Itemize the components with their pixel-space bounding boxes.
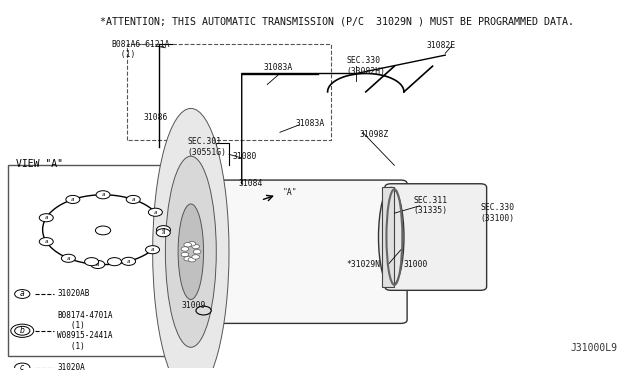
Circle shape (181, 247, 189, 251)
Text: b: b (20, 326, 25, 335)
Text: a: a (71, 197, 74, 202)
Text: 31082E: 31082E (426, 41, 456, 51)
Text: a: a (67, 256, 70, 261)
Circle shape (122, 257, 136, 265)
Text: a: a (154, 210, 157, 215)
Ellipse shape (153, 108, 229, 372)
Text: SEC.330
(33082H): SEC.330 (33082H) (347, 57, 386, 76)
Text: SEC.301
(30551G): SEC.301 (30551G) (188, 137, 227, 157)
Circle shape (184, 243, 191, 247)
Text: "A": "A" (283, 189, 298, 198)
Text: a: a (20, 289, 24, 298)
Circle shape (84, 258, 99, 266)
Circle shape (96, 191, 110, 199)
Circle shape (188, 257, 196, 262)
Text: *31029N: *31029N (347, 260, 381, 269)
Text: 31098Z: 31098Z (360, 129, 388, 139)
FancyBboxPatch shape (385, 184, 486, 290)
Text: a: a (45, 215, 48, 220)
Text: 31020A: 31020A (57, 363, 85, 372)
Text: a: a (161, 230, 165, 235)
Ellipse shape (378, 187, 404, 287)
Text: a: a (151, 247, 154, 252)
Circle shape (39, 214, 53, 222)
Text: 31083A: 31083A (296, 119, 325, 128)
Circle shape (181, 252, 189, 257)
Text: 31009: 31009 (181, 301, 205, 310)
Circle shape (188, 241, 196, 246)
Circle shape (196, 306, 211, 315)
Circle shape (15, 289, 30, 298)
Circle shape (61, 254, 76, 262)
Circle shape (66, 195, 80, 203)
Text: B08174-4701A
   (1)
W08915-2441A
   (1): B08174-4701A (1) W08915-2441A (1) (57, 311, 113, 351)
Text: SEC.311
(31335): SEC.311 (31335) (413, 196, 447, 215)
Text: SEC.330
(33100): SEC.330 (33100) (480, 203, 515, 223)
Text: a: a (132, 197, 135, 202)
Circle shape (11, 324, 34, 337)
FancyBboxPatch shape (8, 166, 198, 356)
Circle shape (148, 208, 163, 216)
Ellipse shape (178, 204, 204, 299)
Polygon shape (381, 187, 394, 287)
Text: B081A6-6121A
  (1): B081A6-6121A (1) (111, 40, 170, 59)
Ellipse shape (173, 184, 209, 320)
Circle shape (39, 238, 53, 246)
Text: 31080: 31080 (232, 152, 257, 161)
Text: a: a (45, 239, 48, 244)
Text: a: a (127, 259, 131, 264)
Circle shape (193, 250, 201, 254)
Text: J31000L9: J31000L9 (570, 343, 617, 353)
Circle shape (15, 326, 30, 335)
Circle shape (126, 195, 140, 203)
Circle shape (157, 226, 170, 234)
Circle shape (145, 246, 159, 254)
Circle shape (156, 229, 170, 237)
Text: c: c (20, 363, 24, 372)
Text: 31020AB: 31020AB (57, 289, 90, 298)
Circle shape (192, 244, 200, 249)
FancyBboxPatch shape (184, 180, 407, 323)
Circle shape (91, 260, 105, 269)
Text: 31000: 31000 (404, 260, 428, 269)
Text: VIEW "A": VIEW "A" (16, 159, 63, 169)
Circle shape (15, 363, 30, 372)
Text: *ATTENTION; THIS AUTOMATIC TRANSMISSION (P/C  31029N ) MUST BE PROGRAMMED DATA.: *ATTENTION; THIS AUTOMATIC TRANSMISSION … (100, 16, 574, 26)
Circle shape (95, 226, 111, 235)
Circle shape (184, 257, 191, 261)
Text: 31086: 31086 (143, 113, 168, 122)
Text: a: a (96, 262, 99, 267)
Text: a: a (162, 227, 165, 232)
Circle shape (192, 255, 200, 259)
Ellipse shape (165, 156, 216, 347)
Text: 31083A: 31083A (264, 64, 293, 73)
Text: a: a (101, 192, 105, 197)
Text: 31084: 31084 (239, 179, 263, 188)
Circle shape (108, 258, 122, 266)
